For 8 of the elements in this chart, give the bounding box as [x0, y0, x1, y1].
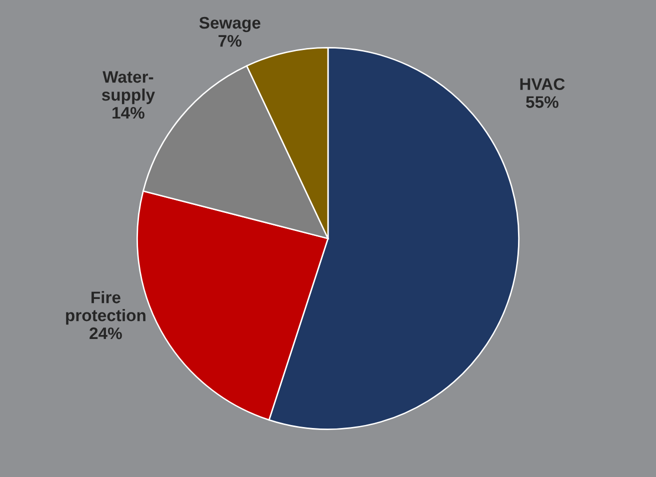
slice-label: Water-supply: [102, 71, 155, 104]
data-label: 14%: [112, 106, 144, 119]
slice-label: HVAC: [520, 78, 565, 90]
data-label: 24%: [90, 327, 122, 340]
slice-label: Fire protection: [66, 291, 146, 325]
slice-label: Sewage: [199, 16, 260, 32]
data-label: 55%: [526, 96, 558, 108]
data-label: 7%: [218, 34, 242, 47]
